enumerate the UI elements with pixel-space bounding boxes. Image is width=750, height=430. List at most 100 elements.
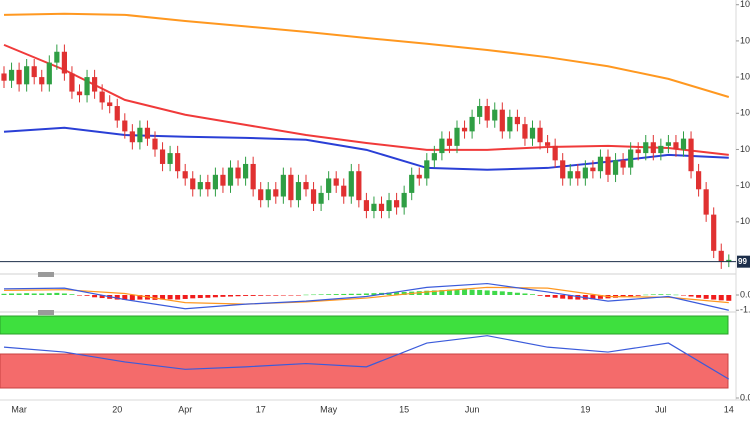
candle-body (492, 109, 498, 121)
y-tick-label: 0.0 (740, 392, 750, 402)
histogram-bar (696, 295, 702, 298)
last-price-label: 99 (738, 257, 747, 266)
candle-body (84, 77, 90, 96)
candle-body (688, 138, 694, 172)
candle-body (424, 160, 430, 179)
candle-body (680, 138, 687, 150)
histogram-bar (394, 292, 400, 295)
candle-body (552, 145, 558, 161)
histogram-bar (122, 295, 128, 300)
histogram-bar (46, 293, 52, 295)
histogram-bar (462, 289, 468, 295)
histogram-bar (167, 295, 173, 300)
x-tick-label: Mar (11, 404, 27, 414)
x-tick-label: 15 (399, 404, 409, 414)
histogram-bar (492, 290, 498, 295)
histogram-bar (628, 295, 634, 297)
histogram-bar (681, 295, 686, 296)
histogram-bar (665, 294, 671, 295)
histogram-bar (129, 295, 135, 301)
candle-body (597, 156, 604, 172)
histogram-bar (92, 295, 98, 298)
histogram-bar (711, 295, 717, 300)
candle-body (333, 178, 339, 186)
candle-body (280, 174, 286, 197)
candle-body (197, 182, 203, 190)
histogram-bar (54, 292, 60, 295)
histogram-bar (726, 295, 732, 301)
y-tick-label: 10 (740, 144, 750, 154)
candle-body (386, 200, 392, 212)
histogram-bar (718, 295, 724, 301)
histogram-bar (537, 295, 543, 296)
candle-body (711, 214, 717, 251)
moving-average (3, 43, 729, 156)
histogram-bar (84, 295, 90, 296)
candle-body (122, 120, 128, 132)
rsi-line (3, 335, 730, 380)
candle-body (152, 138, 158, 150)
histogram-bar (288, 295, 294, 296)
candle-body (575, 171, 581, 179)
candle-body (454, 127, 460, 146)
candle-body (107, 102, 113, 107)
candle-body (522, 124, 528, 139)
candle-body (696, 171, 702, 190)
histogram-bar (643, 294, 649, 296)
candle-body (8, 69, 15, 81)
histogram-bar (311, 294, 317, 296)
candle-body (92, 77, 98, 92)
histogram-bar (446, 289, 452, 295)
candle-body (46, 62, 52, 85)
histogram-bar (386, 292, 392, 295)
histogram-bar (424, 290, 430, 295)
histogram-bar (243, 295, 249, 296)
candle-body (590, 167, 596, 172)
histogram-bar (220, 295, 226, 297)
histogram-bar (658, 294, 664, 295)
histogram-bar (356, 293, 362, 295)
histogram-bar (24, 293, 30, 295)
candle-body (137, 127, 143, 143)
histogram-bar (318, 294, 324, 295)
overbought-zone (0, 315, 729, 335)
candle-body (144, 127, 151, 139)
candle-body (288, 174, 294, 201)
candle-body (582, 167, 588, 179)
histogram-bar (371, 293, 377, 295)
candle-body (310, 189, 317, 204)
panel-handle[interactable] (38, 272, 54, 277)
candle-body (24, 66, 30, 85)
x-tick-label: 20 (112, 404, 122, 414)
histogram-bar (431, 290, 437, 295)
histogram-bar (16, 293, 22, 295)
histogram-bar (228, 295, 233, 297)
candle-body (658, 145, 664, 154)
histogram-bar (363, 293, 369, 295)
candle-body (1, 73, 7, 81)
histogram-bar (235, 295, 241, 297)
histogram-bar (152, 295, 158, 300)
histogram-bar (469, 289, 475, 295)
histogram-bar (545, 295, 551, 297)
y-tick-label: 10 (740, 216, 750, 226)
candle-body (394, 200, 400, 208)
candle-body (190, 178, 196, 190)
candle-body (243, 163, 249, 179)
panel-handle[interactable] (38, 310, 54, 315)
histogram-bar (175, 295, 181, 300)
candle-body (182, 171, 188, 179)
x-tick-label: 14 (724, 404, 734, 414)
histogram-bar (326, 294, 332, 295)
candle-body (484, 106, 490, 121)
histogram-bar (205, 295, 211, 298)
histogram-bar (69, 294, 75, 295)
histogram-bar (137, 295, 143, 300)
candle-body (416, 174, 422, 179)
candle-body (129, 131, 135, 143)
candle-body (303, 182, 309, 190)
candle-body (371, 203, 377, 212)
histogram-bar (522, 293, 528, 295)
candle-body (54, 51, 60, 63)
